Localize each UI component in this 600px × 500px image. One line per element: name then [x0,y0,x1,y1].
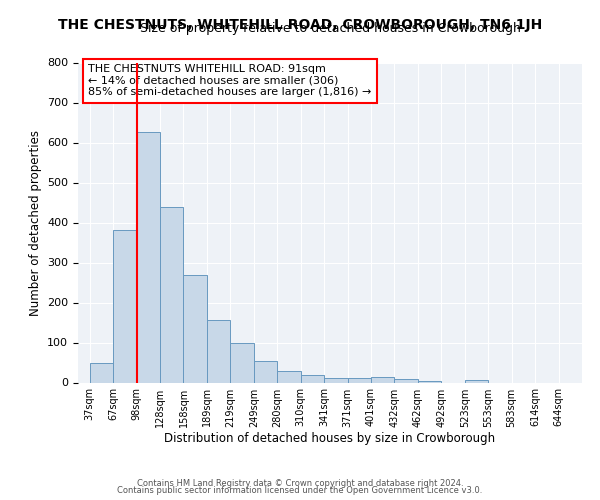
Bar [230,343,254,382]
X-axis label: Distribution of detached houses by size in Crowborough: Distribution of detached houses by size … [164,432,496,446]
Bar [347,378,371,382]
Text: THE CHESTNUTS WHITEHILL ROAD: 91sqm
← 14% of detached houses are smaller (306)
8: THE CHESTNUTS WHITEHILL ROAD: 91sqm ← 14… [88,64,371,98]
Title: Size of property relative to detached houses in Crowborough: Size of property relative to detached ho… [140,22,520,35]
Bar [137,132,160,382]
Bar [418,380,442,382]
Bar [160,206,184,382]
Bar [465,380,488,382]
Bar [371,376,394,382]
Y-axis label: Number of detached properties: Number of detached properties [29,130,41,316]
Bar [90,362,113,382]
Bar [301,376,324,382]
Bar [207,320,230,382]
Text: THE CHESTNUTS, WHITEHILL ROAD, CROWBOROUGH, TN6 1JH: THE CHESTNUTS, WHITEHILL ROAD, CROWBOROU… [58,18,542,32]
Bar [113,230,137,382]
Text: Contains public sector information licensed under the Open Government Licence v3: Contains public sector information licen… [118,486,482,495]
Bar [254,362,277,382]
Bar [324,378,347,382]
Bar [394,380,418,382]
Text: Contains HM Land Registry data © Crown copyright and database right 2024.: Contains HM Land Registry data © Crown c… [137,478,463,488]
Bar [184,274,207,382]
Bar [277,370,301,382]
